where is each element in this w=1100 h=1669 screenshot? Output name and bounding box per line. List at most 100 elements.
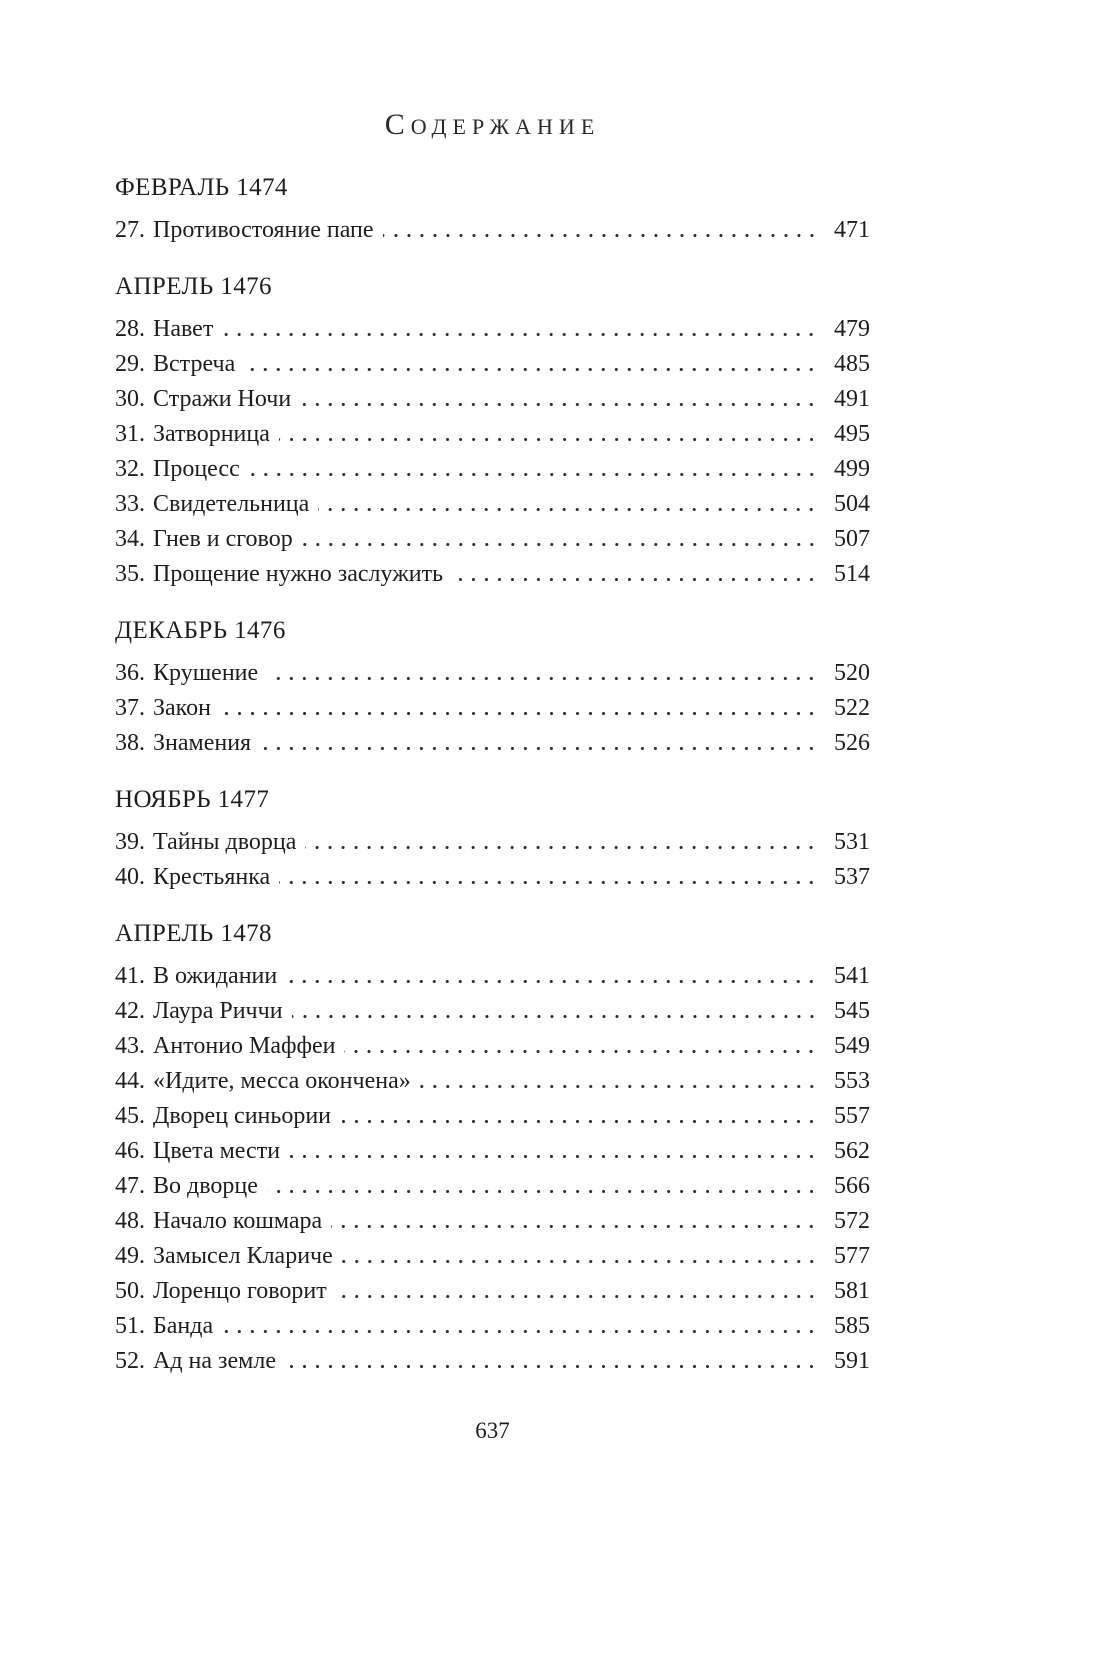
section-heading: АПРЕЛЬ 1478 xyxy=(115,920,272,947)
chapter-page-number: 581 xyxy=(834,1278,870,1304)
chapter-title: Ад на земле xyxy=(153,1348,276,1374)
chapter-title: Во дворце xyxy=(153,1173,258,1199)
chapter-number: 43. xyxy=(115,1033,145,1059)
chapter-title: Затворница xyxy=(153,421,270,447)
chapter-page-number: 491 xyxy=(834,386,870,412)
chapter-page-number: 507 xyxy=(834,526,870,552)
chapter-page-number: 585 xyxy=(834,1313,870,1339)
toc-entry: 29. Встреча 485 xyxy=(115,347,870,382)
toc-entry: 49. Замысел Клариче 577 xyxy=(115,1239,870,1274)
toc-entry: 45. Дворец синьории 557 xyxy=(115,1099,870,1134)
dot-leader xyxy=(279,860,820,895)
chapter-title: Навет xyxy=(153,316,214,342)
chapter-number: 29. xyxy=(115,351,145,377)
chapter-title: Прощение нужно заслужить xyxy=(153,561,444,587)
chapter-title: «Идите, месса окончена» xyxy=(153,1068,411,1094)
dot-leader xyxy=(318,487,820,522)
chapter-page-number: 537 xyxy=(834,864,870,890)
toc-entry: 28. Навет 479 xyxy=(115,312,870,347)
table-of-contents: ФЕВРАЛЬ 1474 27. Противостояние папе 471 АПР… xyxy=(115,170,870,1379)
chapter-number: 27. xyxy=(115,217,145,243)
dot-leader xyxy=(305,825,820,860)
chapter-number: 40. xyxy=(115,864,145,890)
chapter-number: 28. xyxy=(115,316,145,342)
chapter-number: 52. xyxy=(115,1348,145,1374)
chapter-page-number: 557 xyxy=(834,1103,870,1129)
toc-entry: 31. Затворница 495 xyxy=(115,417,870,452)
chapter-page-number: 549 xyxy=(834,1033,870,1059)
dot-leader xyxy=(291,994,820,1029)
chapter-title: Лаура Риччи xyxy=(153,998,283,1024)
toc-entry: 34. Гнев и сговор 507 xyxy=(115,522,870,557)
chapter-page-number: 504 xyxy=(834,491,870,517)
dot-leader xyxy=(341,1239,820,1274)
toc-entry: 33. Свидетельница 504 xyxy=(115,487,870,522)
toc-entry: 37. Закон 522 xyxy=(115,691,870,726)
dot-leader xyxy=(278,417,820,452)
chapter-title: Гнев и сговор xyxy=(153,526,293,552)
dot-leader xyxy=(222,312,820,347)
toc-entry: 27. Противостояние папе 471 xyxy=(115,213,870,248)
chapter-page-number: 572 xyxy=(834,1208,870,1234)
chapter-title: Дворец синьории xyxy=(153,1103,332,1129)
toc-entry: 41. В ожидании 541 xyxy=(115,959,870,994)
dot-leader xyxy=(289,1134,820,1169)
toc-section: АПРЕЛЬ 1476 28. Навет 479 29. Встреча 485 30. Ст… xyxy=(115,269,870,592)
chapter-number: 32. xyxy=(115,456,145,482)
chapter-number: 36. xyxy=(115,660,145,686)
chapter-number: 38. xyxy=(115,730,145,756)
toc-entry: 44. «Идите, месса окончена» 553 xyxy=(115,1064,870,1099)
toc-section: АПРЕЛЬ 1478 41. В ожидании 541 42. Лаура Ричч… xyxy=(115,916,870,1379)
dot-leader xyxy=(419,1064,820,1099)
dot-leader xyxy=(219,691,820,726)
chapter-page-number: 479 xyxy=(834,316,870,342)
chapter-title: Закон xyxy=(153,695,211,721)
chapter-number: 41. xyxy=(115,963,145,989)
dot-leader xyxy=(331,1204,820,1239)
chapter-title: Знамения xyxy=(153,730,252,756)
section-heading: ФЕВРАЛЬ 1474 xyxy=(115,174,288,201)
dot-leader xyxy=(286,959,820,994)
toc-entry: 39. Тайны дворца 531 xyxy=(115,825,870,860)
dot-leader xyxy=(382,213,820,248)
chapter-title: Встреча xyxy=(153,351,236,377)
dot-leader xyxy=(222,1309,820,1344)
toc-entry: 40. Крестьянка 537 xyxy=(115,860,870,895)
chapter-page-number: 562 xyxy=(834,1138,870,1164)
chapter-page-number: 566 xyxy=(834,1173,870,1199)
dot-leader xyxy=(248,452,820,487)
chapter-number: 34. xyxy=(115,526,145,552)
chapter-number: 33. xyxy=(115,491,145,517)
chapter-title: Лоренцо говорит xyxy=(153,1278,327,1304)
chapter-number: 47. xyxy=(115,1173,145,1199)
chapter-number: 37. xyxy=(115,695,145,721)
chapter-page-number: 495 xyxy=(834,421,870,447)
chapter-number: 44. xyxy=(115,1068,145,1094)
dot-leader xyxy=(267,656,820,691)
toc-entry: 50. Лоренцо говорит 581 xyxy=(115,1274,870,1309)
chapter-page-number: 541 xyxy=(834,963,870,989)
chapter-number: 50. xyxy=(115,1278,145,1304)
toc-entry: 48. Начало кошмара 572 xyxy=(115,1204,870,1239)
chapter-page-number: 591 xyxy=(834,1348,870,1374)
toc-entry: 35. Прощение нужно заслужить 514 xyxy=(115,557,870,592)
chapter-number: 35. xyxy=(115,561,145,587)
toc-entry: 52. Ад на земле 591 xyxy=(115,1344,870,1379)
dot-leader xyxy=(344,1029,820,1064)
section-heading: НОЯБРЬ 1477 xyxy=(115,786,270,813)
dot-leader xyxy=(301,522,820,557)
chapter-number: 48. xyxy=(115,1208,145,1234)
chapter-number: 39. xyxy=(115,829,145,855)
toc-entry: 38. Знамения 526 xyxy=(115,726,870,761)
chapter-page-number: 577 xyxy=(834,1243,870,1269)
toc-entry: 42. Лаура Риччи 545 xyxy=(115,994,870,1029)
toc-entry: 43. Антонио Маффеи 549 xyxy=(115,1029,870,1064)
toc-section: ФЕВРАЛЬ 1474 27. Противостояние папе 471 xyxy=(115,170,870,248)
folio-page-number: 637 xyxy=(475,1418,510,1443)
section-heading: АПРЕЛЬ 1476 xyxy=(115,273,272,300)
chapter-title: Свидетельница xyxy=(153,491,310,517)
chapter-page-number: 499 xyxy=(834,456,870,482)
toc-entry: 46. Цвета мести 562 xyxy=(115,1134,870,1169)
chapter-number: 42. xyxy=(115,998,145,1024)
dot-leader xyxy=(452,557,820,592)
